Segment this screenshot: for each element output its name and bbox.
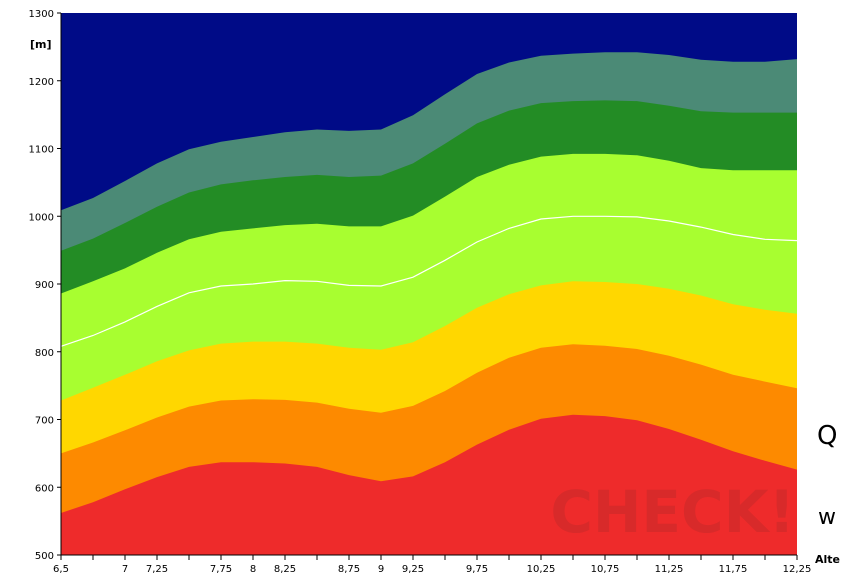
x-tick-label: 11,25: [655, 564, 684, 575]
x-tick-label: 12,25: [783, 564, 812, 575]
x-axis-ticks: 6,5 7 7,25 7,75 8 8,25 8,75 9 9,25 9,75 10,25 10,75…: [53, 555, 811, 575]
y-tick-label: 900: [35, 280, 54, 291]
median-line-group: [60, 215, 798, 347]
area-band-1: [61, 414, 797, 555]
x-axis-label: Alte: [815, 553, 840, 566]
x-tick-label: 8: [250, 564, 256, 575]
y-tick-label: 800: [35, 348, 54, 359]
median-line: [60, 215, 798, 347]
y-axis-label: [m]: [30, 38, 52, 51]
side-label-w: w: [818, 505, 836, 530]
x-tick-label: 7,75: [210, 564, 232, 575]
x-tick-label: 9,25: [402, 564, 424, 575]
y-tick-label: 500: [35, 551, 54, 562]
y-axis-ticks: 500 600 700 800 900 1000 1100 1200 1300: [29, 9, 61, 562]
side-label-q: Q: [817, 421, 838, 451]
check-watermark: CHECK!: [550, 478, 795, 546]
x-tick-label: 8,25: [274, 564, 296, 575]
y-tick-label: 1100: [29, 145, 54, 156]
x-tick-label: 9,75: [466, 564, 488, 575]
x-tick-label: 10,75: [591, 564, 620, 575]
area-bands: [61, 52, 797, 556]
y-tick-label: 1000: [29, 212, 54, 223]
x-tick-label: 7,25: [146, 564, 168, 575]
x-tick-label: 10,25: [527, 564, 556, 575]
x-tick-label: 11,75: [719, 564, 748, 575]
x-tick-label: 8,75: [338, 564, 360, 575]
y-tick-label: 700: [35, 416, 54, 427]
y-tick-label: 1300: [29, 9, 54, 20]
y-tick-label: 1200: [29, 77, 54, 88]
y-tick-label: 600: [35, 483, 54, 494]
x-tick-label: 6,5: [53, 564, 69, 575]
x-tick-label: 9: [378, 564, 384, 575]
x-tick-label: 7: [122, 564, 128, 575]
